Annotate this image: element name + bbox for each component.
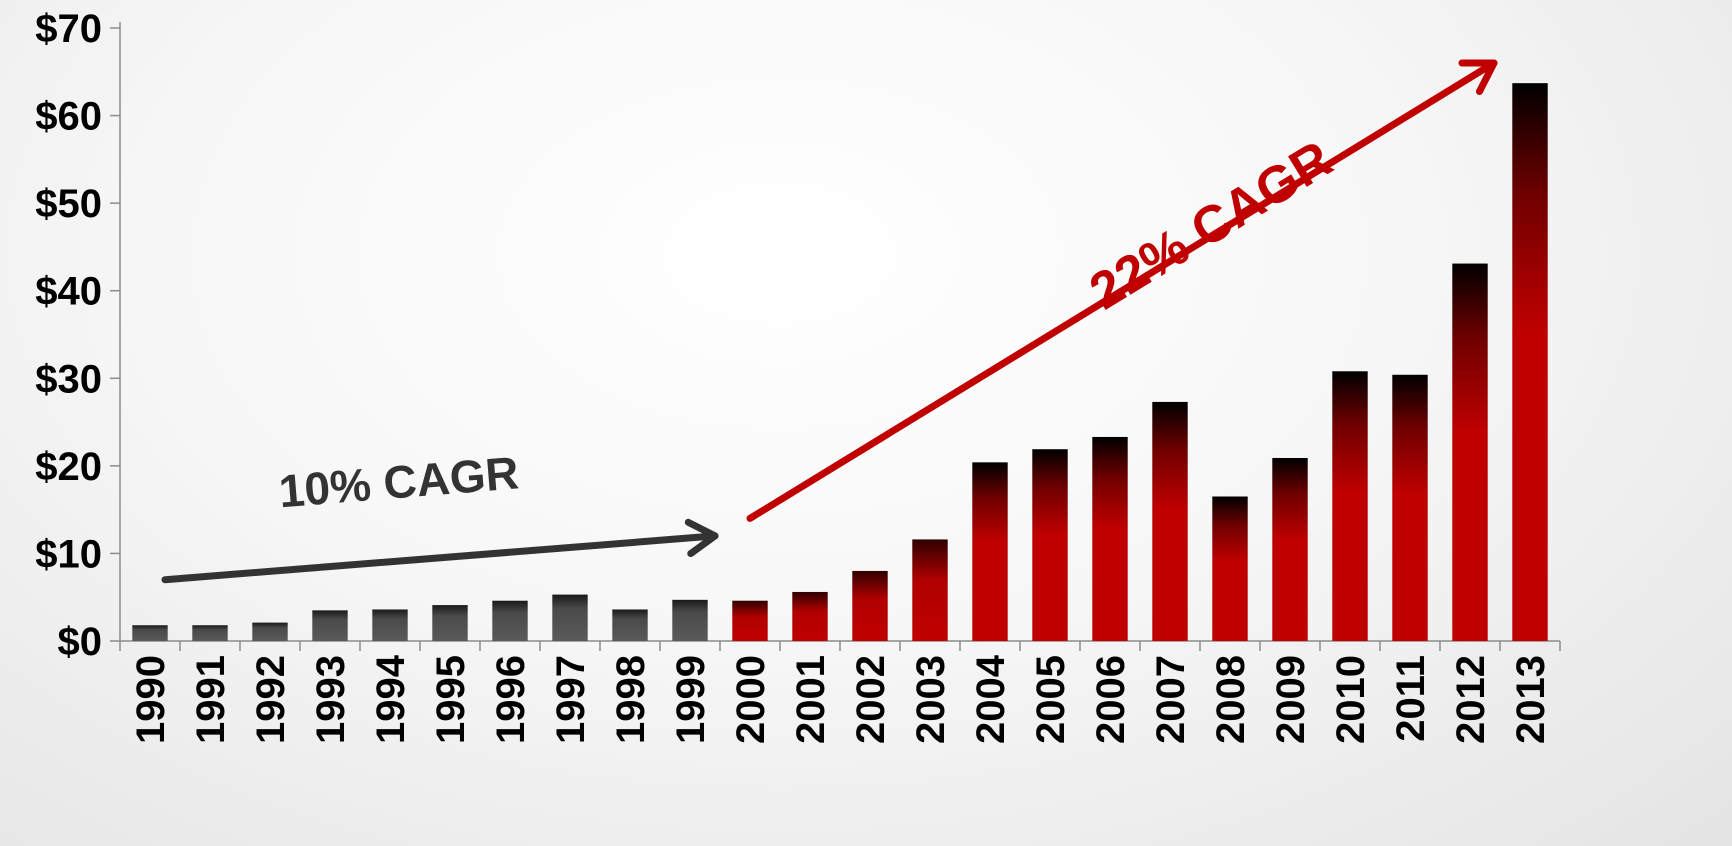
y-tick-label: $50 bbox=[35, 182, 102, 226]
bar-2007 bbox=[1152, 401, 1188, 641]
bar-2000 bbox=[732, 600, 768, 641]
y-tick-label: $60 bbox=[35, 95, 102, 139]
bar-1999 bbox=[672, 599, 708, 641]
x-tick-label: 1997 bbox=[549, 655, 593, 744]
x-axis: 1990 1991 1992 1993 1994 1995 1996 1997 1998 1999… bbox=[119, 640, 1561, 744]
x-tick-label: 1991 bbox=[189, 655, 233, 744]
x-tick-label: 2005 bbox=[1029, 655, 1073, 744]
x-tick-label: 1990 bbox=[129, 655, 173, 744]
bar-1995 bbox=[432, 605, 468, 641]
bar-2011 bbox=[1392, 374, 1428, 641]
y-tick-label: $0 bbox=[58, 620, 103, 664]
x-tick-label: 1995 bbox=[429, 655, 473, 744]
x-tick-label: 2004 bbox=[969, 654, 1013, 744]
x-tick-label: 2010 bbox=[1329, 655, 1373, 744]
x-tick-label: 1992 bbox=[249, 655, 293, 744]
bar-1991 bbox=[192, 625, 228, 641]
x-tick-label: 1994 bbox=[369, 654, 413, 744]
x-tick-label: 1998 bbox=[609, 655, 653, 744]
x-tick-label: 2013 bbox=[1509, 655, 1553, 744]
bar-2012 bbox=[1452, 263, 1488, 641]
bar-2013 bbox=[1512, 83, 1548, 642]
x-tick-label: 2011 bbox=[1389, 655, 1433, 742]
x-tick-label: 2012 bbox=[1449, 655, 1493, 744]
bar-1996 bbox=[492, 600, 528, 641]
cagr-arrowhead-1990s bbox=[684, 518, 719, 558]
y-tick-label: $20 bbox=[35, 445, 102, 489]
cagr-arrowhead-2000s bbox=[1458, 59, 1498, 96]
bar-2006 bbox=[1092, 436, 1128, 641]
x-tick-label: 2003 bbox=[909, 655, 953, 744]
bar-2003 bbox=[912, 539, 948, 641]
cagr-arrow-2000s bbox=[746, 59, 1498, 522]
x-tick-label: 1993 bbox=[309, 655, 353, 744]
bar-2009 bbox=[1272, 457, 1308, 641]
x-tick-label: 1999 bbox=[669, 655, 713, 744]
bar-1998 bbox=[612, 609, 648, 641]
bar-1997 bbox=[552, 594, 588, 641]
bar-2002 bbox=[852, 570, 888, 641]
y-tick-label: $10 bbox=[35, 532, 102, 576]
bar-2005 bbox=[1032, 449, 1068, 641]
bar-1992 bbox=[252, 622, 288, 641]
bar-1993 bbox=[312, 610, 348, 641]
x-tick-label: 2009 bbox=[1269, 655, 1313, 744]
x-tick-label: 2006 bbox=[1089, 655, 1133, 744]
cagr-label-1990s: 10% CAGR bbox=[277, 446, 521, 517]
bar-2010 bbox=[1332, 371, 1368, 641]
y-tick-label: $70 bbox=[35, 7, 102, 51]
bar-2008 bbox=[1212, 496, 1248, 641]
x-tick-label: 2001 bbox=[789, 655, 833, 744]
bar-1994 bbox=[372, 609, 408, 641]
x-tick-label: 2000 bbox=[729, 655, 773, 744]
y-axis: $0 $10 $20 $30 $40 $50 $60 $70 bbox=[35, 7, 121, 664]
y-tick-label: $40 bbox=[35, 270, 102, 314]
bar-2001 bbox=[792, 591, 828, 641]
x-tick-label: 2007 bbox=[1149, 655, 1193, 744]
cagr-arrow-1990s bbox=[161, 532, 719, 584]
bar-1990 bbox=[132, 625, 168, 641]
bars-group bbox=[132, 83, 1548, 642]
bar-2004 bbox=[972, 462, 1008, 641]
y-tick-label: $30 bbox=[35, 357, 102, 401]
x-tick-label: 1996 bbox=[489, 655, 533, 744]
cagr-label-2000s: 22% CAGR bbox=[1080, 130, 1342, 321]
x-tick-label: 2008 bbox=[1209, 655, 1253, 744]
x-tick-label: 2002 bbox=[849, 655, 893, 744]
